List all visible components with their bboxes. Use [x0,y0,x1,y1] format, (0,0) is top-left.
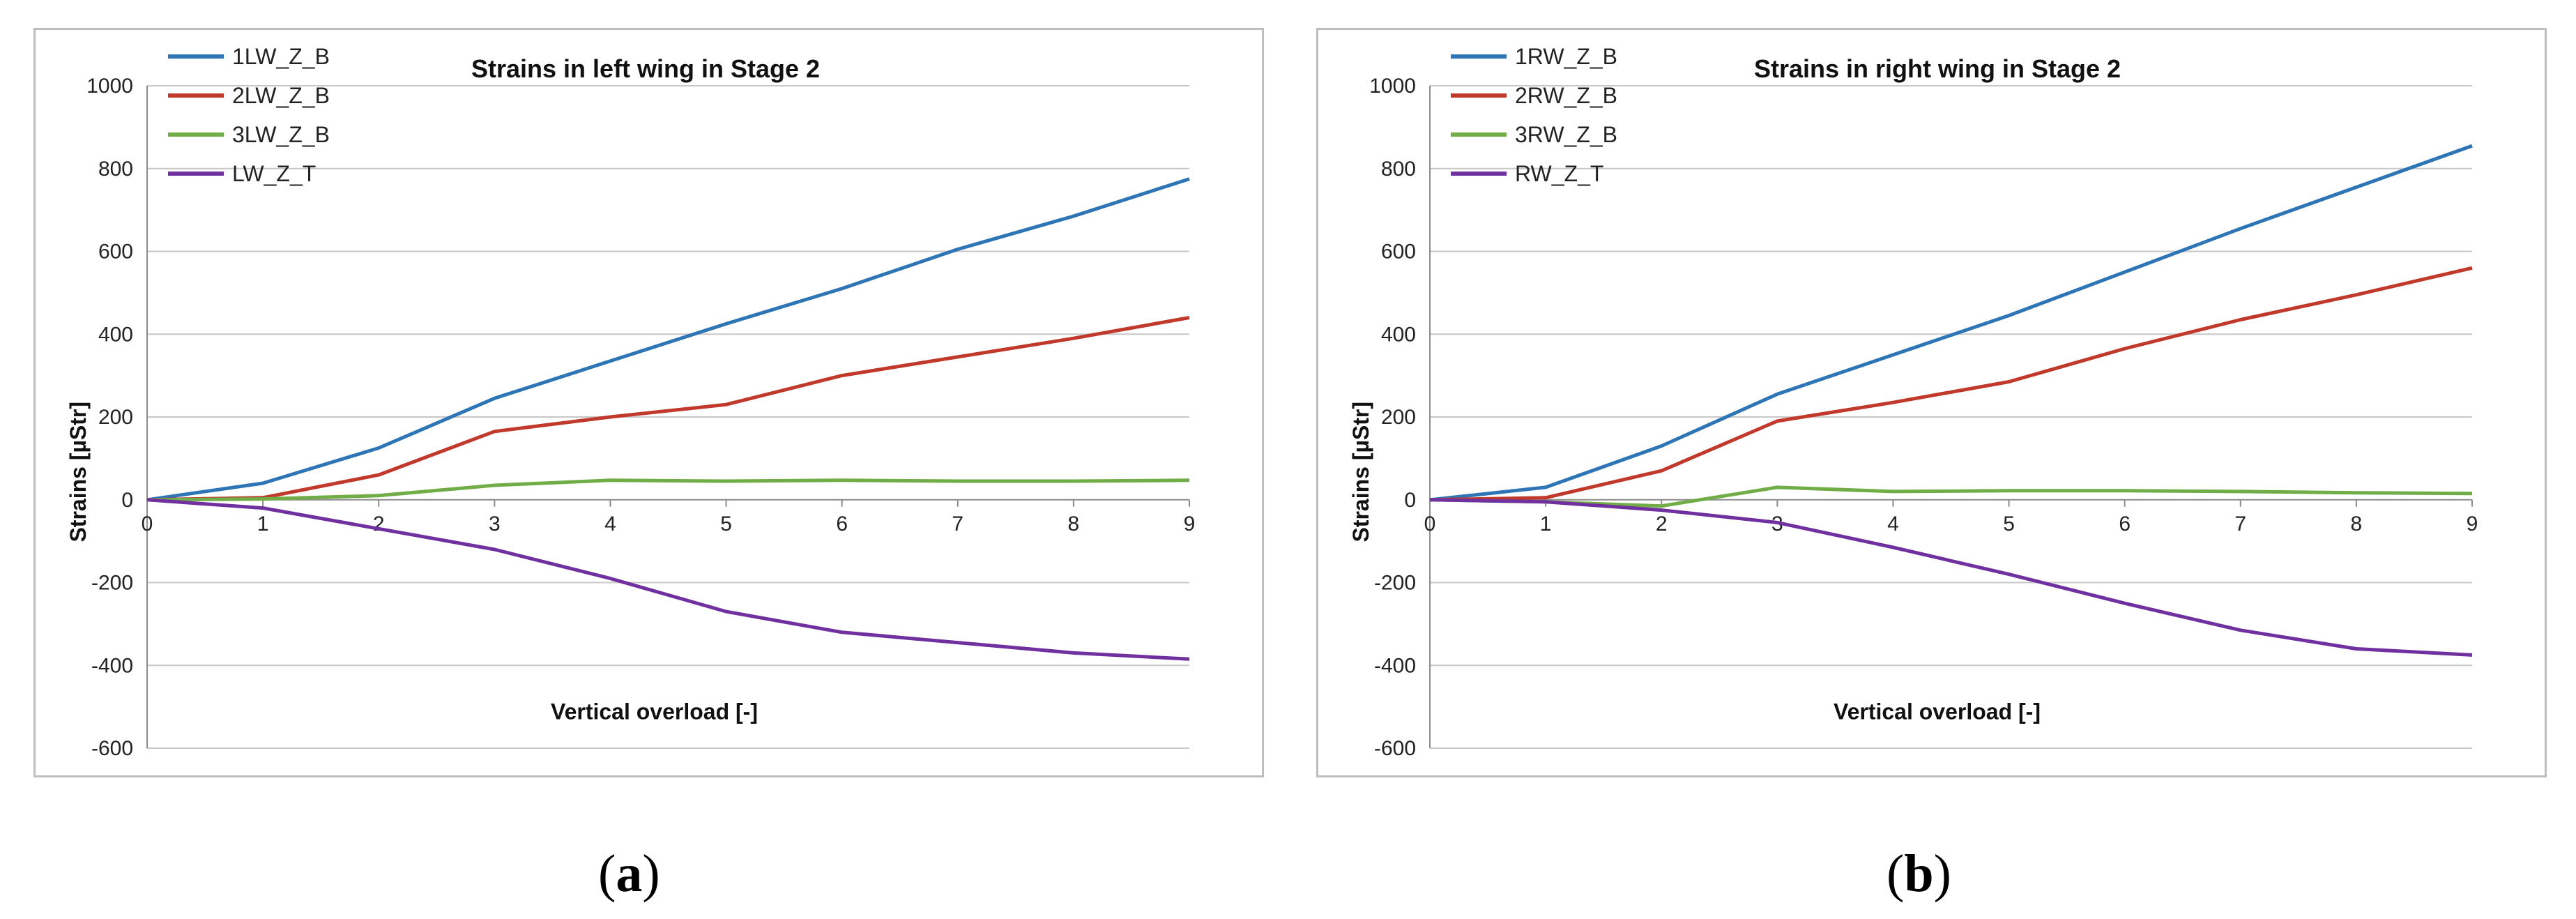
x-tick-label: 5 [720,512,732,536]
y-tick-label: 800 [98,158,133,181]
series-line-1LW_Z_B [146,177,1190,502]
series-line-2LW_Z_B [146,316,1190,502]
subfigure-label-a-letter: a [616,844,643,903]
y-axis-title: Strains [µStr] [1348,402,1373,542]
y-tick-label: 0 [121,489,133,512]
chart-left-wing: 1000 800 600 400 200 0 -200 -400 -600 0 1 2 3 4 5 6 7 8 9 V… [66,44,1196,760]
x-tick-label: 7 [2234,512,2246,536]
y-tick-label: 0 [1404,489,1416,512]
x-tick-label: 7 [952,512,963,536]
x-tick-label: 4 [1887,512,1899,536]
y-tick-label: -600 [91,737,133,760]
chart-title: Strains in left wing in Stage 2 [471,54,820,83]
x-tick-label: 1 [1540,512,1552,536]
series-line-3RW_Z_B [1429,485,2473,508]
x-tick-label: 6 [2119,512,2131,536]
legend-label-1LW_Z_B: 1LW_Z_B [232,44,330,69]
x-tick-label: 5 [2003,512,2015,536]
x-axis-title: Vertical overload [-] [551,699,758,724]
y-tick-label: 600 [1381,241,1416,264]
legend-label-3LW_Z_B: 3LW_Z_B [232,122,330,147]
y-tick-label: -400 [91,654,133,677]
y-tick-label: 200 [1381,406,1416,429]
y-tick-label: -200 [91,572,133,595]
series-line-3LW_Z_B [146,478,1190,502]
series-line-2RW_Z_B [1429,266,2473,502]
subfigure-label-a: (a) [598,844,660,903]
legend-label-LW_Z_T: LW_Z_T [232,161,316,186]
x-tick-label: 9 [1184,512,1196,536]
x-tick-label: 0 [142,512,153,536]
y-tick-label: 200 [98,406,133,429]
x-tick-label: 0 [1424,512,1436,536]
chart-title: Strains in right wing in Stage 2 [1754,54,2121,83]
x-tick-label: 6 [836,512,848,536]
series-line-1RW_Z_B [1429,144,2473,502]
subfigure-label-b-letter: b [1904,844,1934,903]
y-tick-label: 1000 [86,75,133,98]
y-tick-label: -600 [1374,737,1416,760]
y-tick-label: 1000 [1369,75,1416,98]
y-tick-label: -400 [1374,654,1416,677]
x-tick-label: 3 [489,512,501,536]
y-tick-label: 400 [1381,323,1416,346]
y-axis-title: Strains [µStr] [66,402,91,542]
subfigure-label-b: (b) [1887,844,1951,903]
y-tick-label: 400 [98,323,133,346]
legend-label-2RW_Z_B: 2RW_Z_B [1515,83,1617,108]
legend-label-1RW_Z_B: 1RW_Z_B [1515,44,1617,69]
legend-label-2LW_Z_B: 2LW_Z_B [232,83,330,108]
y-tick-label: 800 [1381,158,1416,181]
legend-label-RW_Z_T: RW_Z_T [1515,161,1603,186]
chart-panel-left-wing: 1000 800 600 400 200 0 -200 -400 -600 0 1 2 3 4 5 6 7 8 9 V… [33,28,1264,777]
x-tick-label: 9 [2467,512,2478,536]
x-axis-title: Vertical overload [-] [1834,699,2041,724]
y-tick-label: 600 [98,241,133,264]
series-line-LW_Z_T [146,498,1190,661]
x-tick-label: 1 [257,512,269,536]
x-tick-label: 2 [373,512,385,536]
x-tick-label: 4 [604,512,616,536]
legend-label-3RW_Z_B: 3RW_Z_B [1515,122,1617,147]
chart-panel-right-wing: 1000 800 600 400 200 0 -200 -400 -600 0 1 2 3 4 5 6 7 8 9 V… [1316,28,2547,777]
x-tick-label: 8 [1068,512,1080,536]
series-line-RW_Z_T [1429,498,2473,657]
x-tick-label: 8 [2351,512,2363,536]
y-tick-label: -200 [1374,572,1416,595]
x-tick-label: 2 [1656,512,1668,536]
